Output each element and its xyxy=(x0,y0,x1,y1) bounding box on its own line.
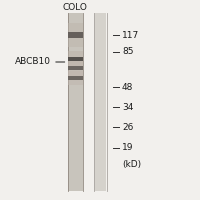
Bar xyxy=(68,66,83,70)
Text: 19: 19 xyxy=(122,144,134,152)
Bar xyxy=(68,51,83,67)
Text: 85: 85 xyxy=(122,47,134,56)
Text: 26: 26 xyxy=(122,122,133,132)
Bar xyxy=(68,60,83,76)
Bar xyxy=(94,13,106,191)
Bar xyxy=(68,76,83,80)
Bar xyxy=(68,32,83,38)
Text: (kD): (kD) xyxy=(122,160,141,168)
Bar xyxy=(68,71,83,85)
Text: COLO: COLO xyxy=(63,2,87,11)
Bar xyxy=(68,23,83,47)
Bar xyxy=(68,13,83,191)
Bar xyxy=(68,57,83,61)
Text: 48: 48 xyxy=(122,82,133,92)
Text: 117: 117 xyxy=(122,30,139,40)
Text: ABCB10: ABCB10 xyxy=(15,58,51,66)
Text: 34: 34 xyxy=(122,102,133,112)
